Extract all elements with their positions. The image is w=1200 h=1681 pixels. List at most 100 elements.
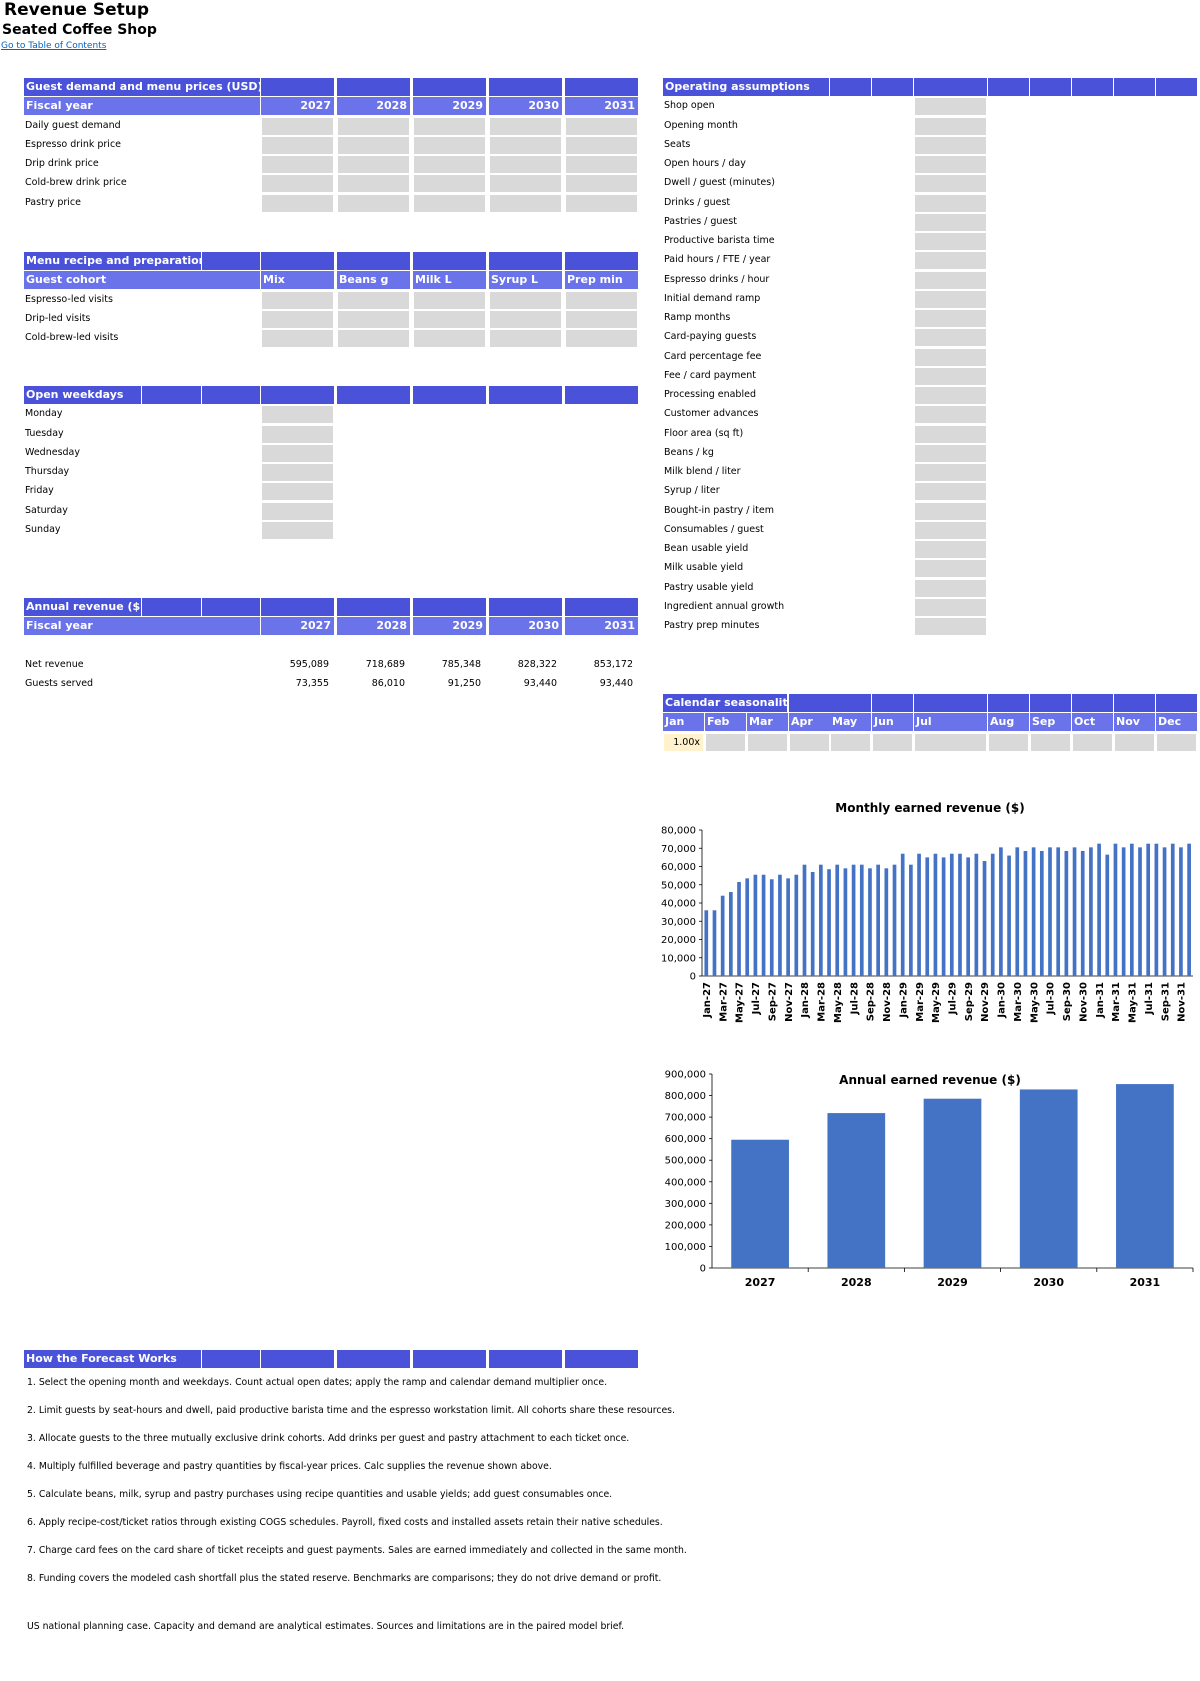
operating-input-cell[interactable] (915, 252, 986, 270)
demand-input-cell[interactable] (490, 117, 561, 135)
demand-fiscal-year: Fiscal year (24, 97, 260, 116)
operating-input-cell[interactable] (915, 464, 986, 481)
seasonality-input-cell[interactable] (790, 733, 829, 751)
demand-input-cell[interactable] (414, 194, 485, 212)
weekdays-header-pad (202, 386, 260, 404)
demand-input-cell[interactable] (414, 156, 485, 173)
demand-input-cell[interactable] (566, 194, 637, 212)
demand-input-cell[interactable] (262, 194, 333, 212)
recipe-input-cell[interactable] (414, 291, 485, 309)
monthly-bar (909, 864, 913, 976)
seasonality-input-cell[interactable] (989, 733, 1028, 751)
seasonality-input-cell[interactable] (1073, 733, 1112, 751)
operating-input-cell[interactable] (915, 618, 986, 635)
recipe-input-cell[interactable] (262, 291, 333, 309)
operating-input-cell[interactable] (915, 598, 986, 616)
operating-input-cell[interactable] (915, 425, 986, 443)
seasonality-input-cell[interactable] (873, 733, 912, 751)
demand-input-cell[interactable] (414, 136, 485, 154)
operating-input-cell[interactable] (915, 406, 986, 424)
weekday-input-cell[interactable] (262, 483, 333, 501)
seasonality-input-cell[interactable] (748, 733, 787, 751)
weekday-input-cell[interactable] (262, 444, 333, 462)
seasonality-input-cell[interactable] (1157, 733, 1196, 751)
operating-input-cell[interactable] (915, 310, 986, 327)
weekday-input-cell[interactable] (262, 464, 333, 481)
operating-input-cell[interactable] (915, 483, 986, 501)
monthly-bar (1187, 843, 1191, 976)
demand-input-cell[interactable] (338, 136, 409, 154)
demand-input-cell[interactable] (338, 175, 409, 193)
monthly-x-tick: Mar-29 (915, 982, 926, 1022)
demand-input-cell[interactable] (262, 136, 333, 154)
demand-input-cell[interactable] (262, 156, 333, 173)
operating-input-cell[interactable] (915, 502, 986, 520)
seasonality-input-cell[interactable] (706, 733, 745, 751)
recipe-input-cell[interactable] (566, 310, 637, 328)
recipe-input-cell[interactable] (566, 291, 637, 309)
operating-input-cell[interactable] (915, 175, 986, 193)
operating-input-cell[interactable] (915, 156, 986, 173)
recipe-input-cell[interactable] (262, 310, 333, 328)
seasonality-header-col (1072, 694, 1113, 712)
demand-input-cell[interactable] (490, 194, 561, 212)
operating-input-cell[interactable] (915, 329, 986, 347)
demand-input-cell[interactable] (490, 136, 561, 154)
demand-input-cell[interactable] (338, 194, 409, 212)
demand-input-cell[interactable] (566, 156, 637, 173)
recipe-input-cell[interactable] (414, 330, 485, 347)
recipe-input-cell[interactable] (338, 330, 409, 347)
forecast-step: 2. Limit guests by seat-hours and dwell,… (27, 1405, 675, 1416)
monthly-x-tick: Jul-28 (849, 982, 860, 1015)
operating-input-cell[interactable] (915, 290, 986, 308)
recipe-input-cell[interactable] (262, 330, 333, 347)
annual-fiscal-year: Fiscal year (24, 617, 260, 636)
weekday-input-cell[interactable] (262, 425, 333, 443)
demand-input-cell[interactable] (490, 156, 561, 173)
demand-input-cell[interactable] (262, 117, 333, 135)
recipe-input-cell[interactable] (338, 291, 409, 309)
demand-input-cell[interactable] (338, 117, 409, 135)
operating-input-cell[interactable] (915, 387, 986, 404)
operating-input-cell[interactable] (915, 521, 986, 539)
operating-input-cell[interactable] (915, 444, 986, 462)
weekday-input-cell[interactable] (262, 406, 333, 424)
operating-input-cell[interactable] (915, 271, 986, 289)
operating-input-cell[interactable] (915, 136, 986, 154)
weekday-input-cell[interactable] (262, 521, 333, 539)
recipe-input-cell[interactable] (490, 291, 561, 309)
demand-input-cell[interactable] (262, 175, 333, 193)
seasonality-input-cell[interactable] (1115, 733, 1154, 751)
monthly-bar (851, 864, 856, 976)
annual-value: 828,322 (517, 659, 557, 670)
operating-input-cell[interactable] (915, 348, 986, 366)
operating-input-cell[interactable] (915, 579, 986, 597)
operating-input-cell[interactable] (915, 213, 986, 231)
seasonality-input-cell[interactable] (1031, 733, 1070, 751)
seasonality-input-cell[interactable] (915, 733, 986, 751)
demand-input-cell[interactable] (414, 117, 485, 135)
operating-input-cell[interactable] (915, 541, 986, 558)
demand-input-cell[interactable] (414, 175, 485, 193)
demand-input-cell[interactable] (490, 175, 561, 193)
annual-header-pad (142, 598, 201, 616)
seasonality-jan-cell[interactable]: 1.00x (664, 733, 703, 751)
demand-input-cell[interactable] (338, 156, 409, 173)
demand-input-cell[interactable] (566, 175, 637, 193)
seasonality-input-cell[interactable] (831, 733, 870, 751)
demand-input-cell[interactable] (566, 136, 637, 154)
toc-link[interactable]: Go to Table of Contents (1, 41, 107, 51)
operating-input-cell[interactable] (915, 233, 986, 250)
recipe-input-cell[interactable] (490, 330, 561, 347)
operating-input-cell[interactable] (915, 194, 986, 212)
recipe-input-cell[interactable] (338, 310, 409, 328)
recipe-input-cell[interactable] (566, 330, 637, 347)
recipe-input-cell[interactable] (414, 310, 485, 328)
operating-input-cell[interactable] (915, 117, 986, 135)
weekday-input-cell[interactable] (262, 502, 333, 520)
operating-input-cell[interactable] (915, 560, 986, 578)
operating-input-cell[interactable] (915, 367, 986, 385)
demand-input-cell[interactable] (566, 117, 637, 135)
recipe-input-cell[interactable] (490, 310, 561, 328)
operating-input-cell[interactable] (915, 98, 986, 116)
